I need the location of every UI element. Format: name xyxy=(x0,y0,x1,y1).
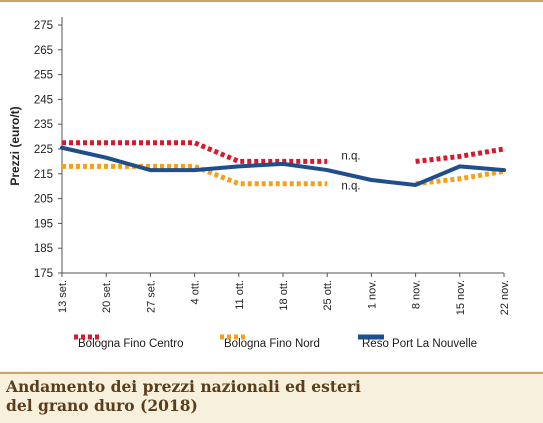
x-tick-label: 13 set. xyxy=(57,280,69,313)
legend-swatch-nord xyxy=(220,334,246,340)
y-tick-label: 215 xyxy=(34,169,53,181)
y-tick-label: 195 xyxy=(34,218,53,230)
y-tick-label: 205 xyxy=(34,194,53,206)
x-tick-label: 27 set. xyxy=(145,280,157,313)
x-tick-label: 25 ott. xyxy=(322,280,334,311)
y-tick-label: 175 xyxy=(34,268,53,280)
y-tick-label: 275 xyxy=(34,20,53,32)
legend-swatch-centro xyxy=(74,334,100,340)
x-tick-label: 15 nov. xyxy=(455,280,467,315)
caption-rule xyxy=(0,372,543,374)
y-tick-label: 255 xyxy=(34,70,53,82)
legend-label-reso: Reso Port La Nouvelle xyxy=(362,338,478,350)
legend-label-centro: Bologna Fino Centro xyxy=(78,338,184,350)
legend-label-nord: Bologna Fino Nord xyxy=(224,338,320,350)
legend-item-nord: Bologna Fino Nord xyxy=(218,332,320,356)
y-tick-label: 225 xyxy=(34,144,53,156)
legend-item-reso: Reso Port La Nouvelle xyxy=(356,332,477,356)
annotation-nq: n.q. xyxy=(341,150,360,162)
caption-line-1: Andamento dei prezzi nazionali ed esteri xyxy=(6,377,361,396)
caption-box xyxy=(0,371,543,423)
y-tick-label: 265 xyxy=(34,45,53,57)
caption-title: Andamento dei prezzi nazionali ed esteri… xyxy=(6,377,406,415)
y-tick-label: 235 xyxy=(34,119,53,131)
x-tick-label: 8 nov. xyxy=(411,280,423,309)
y-tick-label: 245 xyxy=(34,94,53,106)
series-line-0 xyxy=(415,146,505,164)
top-rule xyxy=(0,0,543,2)
x-tick-label: 4 ott. xyxy=(190,280,202,304)
caption-line-2: del grano duro (2018) xyxy=(6,396,198,415)
x-tick-label: 18 ott. xyxy=(278,280,290,311)
y-axis-label: Prezzi (euro/t) xyxy=(8,106,22,185)
x-tick-label: 1 nov. xyxy=(366,280,378,309)
y-tick-label: 185 xyxy=(34,243,53,255)
x-tick-label: 22 nov. xyxy=(499,280,511,315)
legend-swatch-reso xyxy=(358,334,384,340)
x-tick-label: 20 set. xyxy=(101,280,113,313)
annotation-nq: n.q. xyxy=(341,181,360,193)
line-chart: 175 185 195 205 215 225 235 245 255 265 275 13 set.… xyxy=(8,17,511,315)
legend-item-centro: Bologna Fino Centro xyxy=(72,332,183,356)
x-tick-label: 11 ott. xyxy=(234,280,246,310)
